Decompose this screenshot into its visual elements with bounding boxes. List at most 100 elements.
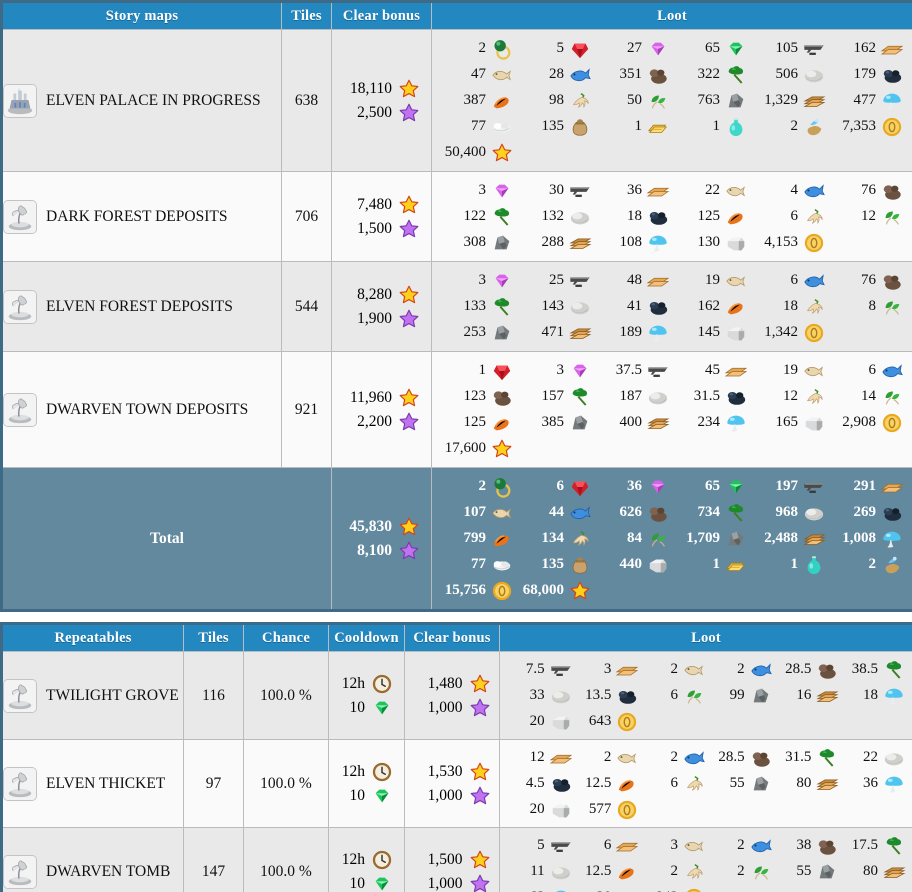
loot-item[interactable]: 187 xyxy=(592,384,670,409)
loot-item[interactable]: 189 xyxy=(592,320,670,345)
loot-item[interactable]: 14 xyxy=(826,384,904,409)
loot-item[interactable]: 1 xyxy=(748,552,826,577)
loot-item[interactable]: 17.5 xyxy=(839,833,906,858)
table-row[interactable]: DWARVEN TOWN DEPOSITS 921 11,960 2,200 1 3 37.… xyxy=(1,351,912,468)
loot-item[interactable]: 6 xyxy=(826,358,904,383)
loot-item[interactable]: 2 xyxy=(639,745,706,770)
loot-item[interactable]: 55 xyxy=(773,859,840,884)
map-name-cell[interactable]: DWARVEN TOMB xyxy=(1,827,184,892)
loot-item[interactable]: 1,008 xyxy=(826,526,904,551)
loot-item[interactable]: 50 xyxy=(592,88,670,113)
loot-item[interactable]: 179 xyxy=(826,62,904,87)
loot-item[interactable]: 17,600 xyxy=(436,436,514,461)
loot-item[interactable]: 2 xyxy=(639,657,706,682)
loot-item[interactable]: 22 xyxy=(670,178,748,203)
loot-item[interactable]: 3 xyxy=(639,833,706,858)
loot-item[interactable]: 12.5 xyxy=(573,771,640,796)
loot-item[interactable]: 2 xyxy=(706,859,773,884)
loot-item[interactable]: 440 xyxy=(592,552,670,577)
loot-item[interactable]: 1,329 xyxy=(748,88,826,113)
loot-item[interactable]: 2 xyxy=(436,36,514,61)
loot-item[interactable]: 28.5 xyxy=(706,745,773,770)
loot-item[interactable]: 18 xyxy=(748,294,826,319)
loot-item[interactable]: 6 xyxy=(639,771,706,796)
table-row[interactable]: DWARVEN TOMB 147 100.0 % 12h 10 1,500 1,000 5 6 3… xyxy=(1,827,912,892)
loot-item[interactable]: 130 xyxy=(670,230,748,255)
loot-item[interactable]: 84 xyxy=(592,526,670,551)
loot-item[interactable]: 2 xyxy=(436,474,514,499)
loot-item[interactable]: 162 xyxy=(826,36,904,61)
loot-item[interactable]: 11 xyxy=(506,859,573,884)
col-clear-bonus[interactable]: Clear bonus xyxy=(331,1,432,30)
loot-item[interactable]: 3 xyxy=(436,268,514,293)
loot-item[interactable]: 80 xyxy=(773,771,840,796)
loot-item[interactable]: 55 xyxy=(706,771,773,796)
loot-item[interactable]: 107 xyxy=(436,500,514,525)
loot-item[interactable]: 799 xyxy=(436,526,514,551)
loot-item[interactable]: 400 xyxy=(592,410,670,435)
loot-item[interactable]: 162 xyxy=(670,294,748,319)
loot-item[interactable]: 36 xyxy=(592,474,670,499)
loot-item[interactable]: 25 xyxy=(514,268,592,293)
col-loot[interactable]: Loot xyxy=(431,1,912,30)
loot-item[interactable]: 105 xyxy=(748,36,826,61)
loot-item[interactable]: 968 xyxy=(748,500,826,525)
loot-item[interactable]: 28 xyxy=(514,62,592,87)
loot-item[interactable]: 577 xyxy=(573,797,640,822)
loot-item[interactable]: 76 xyxy=(826,178,904,203)
loot-item[interactable]: 197 xyxy=(748,474,826,499)
loot-item[interactable]: 80 xyxy=(839,859,906,884)
loot-item[interactable]: 291 xyxy=(826,474,904,499)
loot-item[interactable]: 19 xyxy=(748,358,826,383)
loot-item[interactable]: 20 xyxy=(506,709,573,734)
loot-item[interactable]: 47 xyxy=(436,62,514,87)
loot-item[interactable]: 643 xyxy=(573,709,640,734)
loot-item[interactable]: 76 xyxy=(826,268,904,293)
loot-item[interactable]: 133 xyxy=(436,294,514,319)
loot-item[interactable]: 30 xyxy=(514,178,592,203)
map-name-cell[interactable]: DARK FOREST DEPOSITS xyxy=(1,171,282,262)
loot-item[interactable]: 234 xyxy=(670,410,748,435)
loot-item[interactable]: 22 xyxy=(839,745,906,770)
col-tiles[interactable]: Tiles xyxy=(183,623,244,652)
loot-item[interactable]: 4 xyxy=(748,178,826,203)
loot-item[interactable]: 50,400 xyxy=(436,140,514,165)
loot-item[interactable]: 506 xyxy=(748,62,826,87)
loot-item[interactable]: 31.5 xyxy=(773,745,840,770)
loot-item[interactable]: 471 xyxy=(514,320,592,345)
loot-item[interactable]: 1 xyxy=(592,114,670,139)
loot-item[interactable]: 36 xyxy=(592,178,670,203)
col-loot[interactable]: Loot xyxy=(499,623,912,652)
loot-item[interactable]: 123 xyxy=(436,384,514,409)
loot-item[interactable]: 2 xyxy=(706,833,773,858)
loot-item[interactable]: 322 xyxy=(670,62,748,87)
loot-item[interactable]: 157 xyxy=(514,384,592,409)
loot-item[interactable]: 12.5 xyxy=(573,859,640,884)
loot-item[interactable]: 6 xyxy=(748,204,826,229)
map-name-cell[interactable]: ELVEN FOREST DEPOSITS xyxy=(1,261,282,352)
loot-item[interactable]: 145 xyxy=(670,320,748,345)
loot-item[interactable]: 20 xyxy=(573,885,640,892)
loot-item[interactable]: 31.5 xyxy=(670,384,748,409)
loot-item[interactable]: 33 xyxy=(506,683,573,708)
loot-item[interactable]: 626 xyxy=(592,500,670,525)
loot-item[interactable]: 99 xyxy=(706,683,773,708)
loot-item[interactable]: 3 xyxy=(514,358,592,383)
loot-item[interactable]: 253 xyxy=(436,320,514,345)
table-row[interactable]: DARK FOREST DEPOSITS 706 7,480 1,500 3 30 36 22… xyxy=(1,171,912,262)
map-name-cell[interactable]: ELVEN PALACE IN PROGRESS xyxy=(1,29,282,172)
loot-item[interactable]: 27 xyxy=(592,36,670,61)
col-clear-bonus[interactable]: Clear bonus xyxy=(404,623,500,652)
loot-item[interactable]: 385 xyxy=(514,410,592,435)
loot-item[interactable]: 48 xyxy=(592,268,670,293)
loot-item[interactable]: 18 xyxy=(592,204,670,229)
loot-item[interactable]: 2 xyxy=(826,552,904,577)
loot-item[interactable]: 1 xyxy=(436,358,514,383)
loot-item[interactable]: 77 xyxy=(436,114,514,139)
loot-item[interactable]: 8 xyxy=(826,294,904,319)
loot-item[interactable]: 288 xyxy=(514,230,592,255)
loot-item[interactable]: 12 xyxy=(826,204,904,229)
loot-item[interactable]: 98 xyxy=(514,88,592,113)
loot-item[interactable]: 5 xyxy=(514,36,592,61)
loot-item[interactable]: 6 xyxy=(573,833,640,858)
